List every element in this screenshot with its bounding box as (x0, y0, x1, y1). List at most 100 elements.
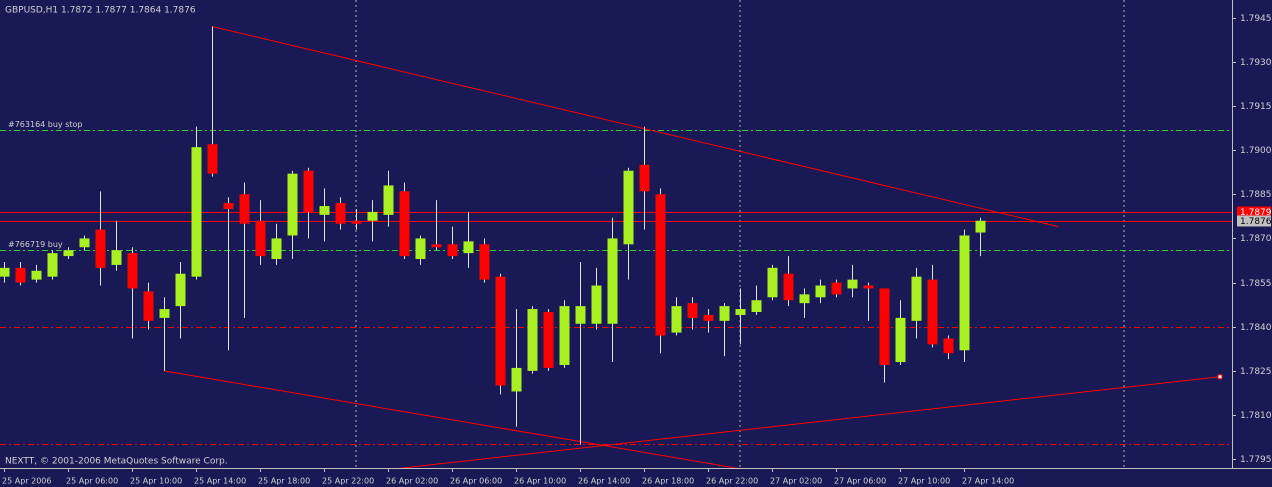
y-tick-label: 1.7915 (1240, 102, 1272, 112)
candle-body (879, 288, 890, 365)
x-tick-label: 27 Apr 14:00 (962, 477, 1014, 486)
candle-body (239, 194, 250, 224)
candle-body (207, 144, 218, 174)
price-box-label: 1.7876 (1240, 217, 1272, 227)
candle-body (127, 253, 138, 289)
candle-body (479, 244, 490, 280)
x-tick-label: 25 Apr 22:00 (322, 477, 374, 486)
candle-body (559, 306, 570, 365)
x-tick-label: 27 Apr 10:00 (898, 477, 950, 486)
trendline (397, 376, 1221, 468)
y-tick-label: 1.7900 (1240, 146, 1272, 156)
x-tick-label: 26 Apr 02:00 (386, 477, 438, 486)
candle-body (223, 203, 234, 209)
candle-body (527, 309, 538, 371)
candle-body (47, 253, 58, 277)
candle-body (543, 312, 554, 368)
candle-body (175, 273, 186, 307)
candle-body (287, 173, 298, 236)
copyright: NEXTT, © 2001-2006 MetaQuotes Software C… (5, 457, 228, 467)
candle-body (831, 282, 842, 295)
candle-body (367, 211, 378, 221)
candle-body (191, 147, 202, 277)
level-label: #763164 buy stop (8, 120, 83, 129)
y-tick-label: 1.7945 (1240, 14, 1272, 24)
candle-body (495, 276, 506, 386)
candle-body (431, 244, 442, 248)
x-tick-label: 26 Apr 22:00 (706, 477, 758, 486)
candle-body (735, 309, 746, 315)
trendline-handle (1217, 374, 1223, 380)
candle-body (511, 367, 522, 392)
candle-body (79, 238, 90, 248)
candle-body (255, 220, 266, 257)
candle-body (815, 285, 826, 298)
x-tick-label: 26 Apr 10:00 (514, 477, 566, 486)
candle-body (671, 306, 682, 333)
plot-area: #763164 buy stop #766719 buy (0, 26, 1232, 468)
candle-body (399, 191, 410, 257)
candle-body (767, 267, 778, 298)
candle-body (703, 314, 714, 321)
candle-body (447, 244, 458, 257)
x-tick-label: 25 Apr 06:00 (66, 477, 118, 486)
candle-body (927, 279, 938, 345)
candle-body (863, 285, 874, 289)
trendline (163, 370, 739, 468)
x-tick-label: 27 Apr 02:00 (770, 477, 822, 486)
candle-body (15, 267, 26, 283)
candle-body (111, 250, 122, 265)
candle-body (303, 170, 314, 212)
period-separators (355, 0, 1125, 468)
x-tick-label: 26 Apr 18:00 (642, 477, 694, 486)
x-tick-label: 25 Apr 10:00 (130, 477, 182, 486)
chart-title: GBPUSD,H1 1.7872 1.7877 1.7864 1.7876 (5, 6, 196, 16)
price-box (1237, 206, 1271, 218)
y-tick-label: 1.7930 (1240, 58, 1272, 68)
candle-body (159, 309, 170, 318)
candle-body (943, 338, 954, 354)
candle-body (655, 194, 666, 336)
y-tick-label: 1.7885 (1240, 190, 1272, 200)
price-box (1237, 215, 1271, 227)
candle-body (687, 303, 698, 318)
candle-body (623, 170, 634, 245)
level-label: #766719 buy (8, 240, 63, 249)
candle-body (415, 238, 426, 260)
x-tick-label: 25 Apr 14:00 (194, 477, 246, 486)
candle-body (463, 241, 474, 254)
y-tick-label: 1.7840 (1240, 323, 1272, 333)
x-tick-label: 26 Apr 06:00 (450, 477, 502, 486)
candle-body (799, 294, 810, 304)
candle-body (847, 279, 858, 289)
candle-body (751, 300, 762, 312)
candle-body (783, 273, 794, 301)
candle-body (975, 220, 986, 233)
candle-body (31, 270, 42, 280)
x-tick-label: 25 Apr 2006 (2, 477, 51, 486)
candle-body (63, 250, 74, 257)
candle-body (895, 317, 906, 363)
x-tick-label: 27 Apr 06:00 (834, 477, 886, 486)
candle-body (335, 203, 346, 224)
candle-body (575, 306, 586, 324)
price-box-label: 1.7879 (1240, 208, 1272, 218)
y-tick-label: 1.7855 (1240, 279, 1272, 289)
candle-body (95, 229, 106, 268)
y-tick-label: 1.7870 (1240, 234, 1272, 244)
candle-body (271, 238, 282, 260)
candle-body (639, 164, 650, 192)
candle-body (607, 238, 618, 324)
y-tick-label: 1.7810 (1240, 411, 1272, 421)
y-tick-label: 1.7795 (1240, 455, 1272, 465)
candle-body (959, 235, 970, 351)
x-tick-label: 25 Apr 18:00 (258, 477, 310, 486)
trendline (211, 26, 1059, 228)
candle-body (319, 206, 330, 215)
candle-body (143, 291, 154, 321)
candle-body (351, 220, 362, 224)
candle-body (591, 285, 602, 324)
